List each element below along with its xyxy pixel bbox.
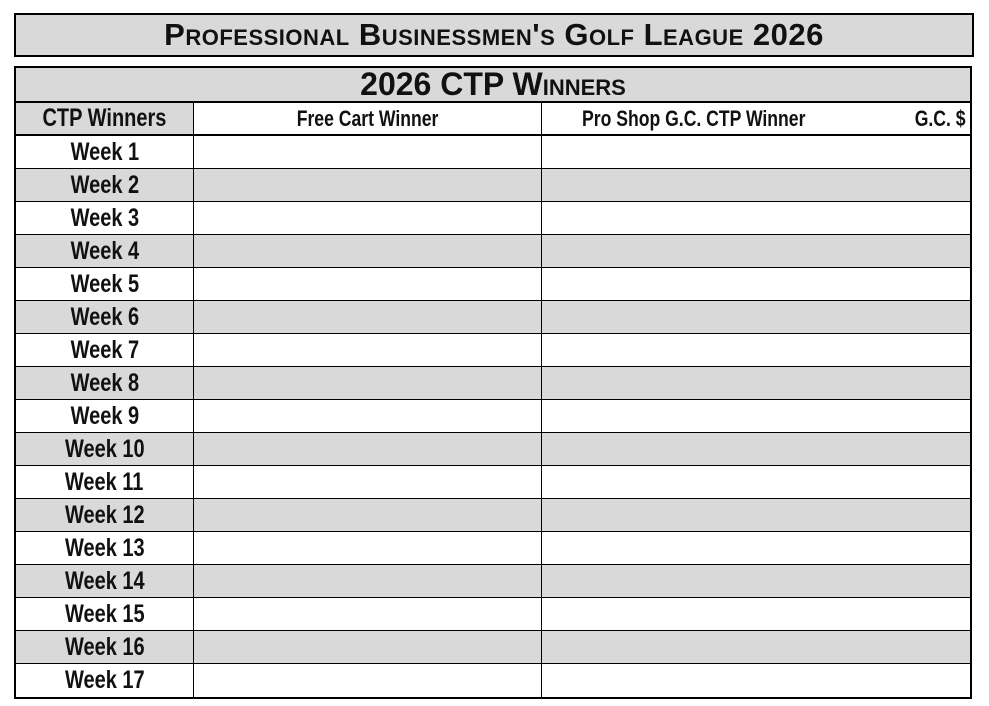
week-label-cell: Week 1 (16, 136, 194, 168)
free-cart-cell[interactable] (194, 136, 542, 168)
free-cart-cell[interactable] (194, 433, 542, 465)
pro-shop-cell[interactable] (542, 565, 970, 597)
free-cart-cell[interactable] (194, 169, 542, 201)
table-row: Week 2 (16, 169, 970, 202)
table-row: Week 5 (16, 268, 970, 301)
header-pro-shop: Pro Shop G.C. CTP Winner G.C. $ (542, 103, 970, 134)
header-row: CTP Winners Free Cart Winner Pro Shop G.… (16, 103, 970, 136)
pro-shop-cell[interactable] (542, 631, 970, 663)
pro-shop-cell[interactable] (542, 532, 970, 564)
week-label-cell: Week 15 (16, 598, 194, 630)
table-row: Week 7 (16, 334, 970, 367)
header-pro-shop-label: Pro Shop G.C. CTP Winner (582, 105, 806, 131)
week-label-cell: Week 6 (16, 301, 194, 333)
free-cart-cell[interactable] (194, 202, 542, 234)
pro-shop-cell[interactable] (542, 334, 970, 366)
free-cart-cell[interactable] (194, 334, 542, 366)
pro-shop-cell[interactable] (542, 169, 970, 201)
free-cart-cell[interactable] (194, 235, 542, 267)
pro-shop-cell[interactable] (542, 136, 970, 168)
table-row: Week 8 (16, 367, 970, 400)
pro-shop-cell[interactable] (542, 235, 970, 267)
table-row: Week 14 (16, 565, 970, 598)
ctp-winners-table: 2026 CTP Winners CTP Winners Free Cart W… (14, 66, 972, 699)
free-cart-cell[interactable] (194, 499, 542, 531)
free-cart-cell[interactable] (194, 466, 542, 498)
pro-shop-cell[interactable] (542, 466, 970, 498)
week-label-cell: Week 11 (16, 466, 194, 498)
free-cart-cell[interactable] (194, 301, 542, 333)
pro-shop-cell[interactable] (542, 400, 970, 432)
table-row: Week 16 (16, 631, 970, 664)
week-label-cell: Week 14 (16, 565, 194, 597)
league-title: Professional Businessmen's Golf League 2… (14, 13, 974, 57)
table-row: Week 13 (16, 532, 970, 565)
pro-shop-cell[interactable] (542, 598, 970, 630)
pro-shop-cell[interactable] (542, 499, 970, 531)
header-week: CTP Winners (16, 103, 194, 134)
week-label-cell: Week 12 (16, 499, 194, 531)
pro-shop-cell[interactable] (542, 202, 970, 234)
table-row: Week 6 (16, 301, 970, 334)
week-label-cell: Week 13 (16, 532, 194, 564)
free-cart-cell[interactable] (194, 664, 542, 697)
table-row: Week 10 (16, 433, 970, 466)
week-label-cell: Week 8 (16, 367, 194, 399)
pro-shop-cell[interactable] (542, 433, 970, 465)
week-label-cell: Week 2 (16, 169, 194, 201)
week-label-cell: Week 3 (16, 202, 194, 234)
week-label-cell: Week 7 (16, 334, 194, 366)
week-label-cell: Week 5 (16, 268, 194, 300)
table-row: Week 9 (16, 400, 970, 433)
pro-shop-cell[interactable] (542, 268, 970, 300)
table-row: Week 4 (16, 235, 970, 268)
free-cart-cell[interactable] (194, 367, 542, 399)
pro-shop-cell[interactable] (542, 664, 970, 697)
week-label-cell: Week 9 (16, 400, 194, 432)
table-row: Week 1 (16, 136, 970, 169)
table-banner: 2026 CTP Winners (16, 66, 970, 103)
table-row: Week 11 (16, 466, 970, 499)
free-cart-cell[interactable] (194, 268, 542, 300)
free-cart-cell[interactable] (194, 400, 542, 432)
table-row: Week 3 (16, 202, 970, 235)
pro-shop-cell[interactable] (542, 367, 970, 399)
week-label-cell: Week 16 (16, 631, 194, 663)
pro-shop-cell[interactable] (542, 301, 970, 333)
free-cart-cell[interactable] (194, 532, 542, 564)
table-row: Week 15 (16, 598, 970, 631)
free-cart-cell[interactable] (194, 598, 542, 630)
free-cart-cell[interactable] (194, 565, 542, 597)
table-row: Week 12 (16, 499, 970, 532)
week-label-cell: Week 10 (16, 433, 194, 465)
week-label-cell: Week 17 (16, 664, 194, 697)
free-cart-cell[interactable] (194, 631, 542, 663)
week-label-cell: Week 4 (16, 235, 194, 267)
table-row: Week 17 (16, 664, 970, 697)
header-gc-amount: G.C. $ (915, 105, 966, 131)
header-free-cart: Free Cart Winner (194, 103, 542, 134)
